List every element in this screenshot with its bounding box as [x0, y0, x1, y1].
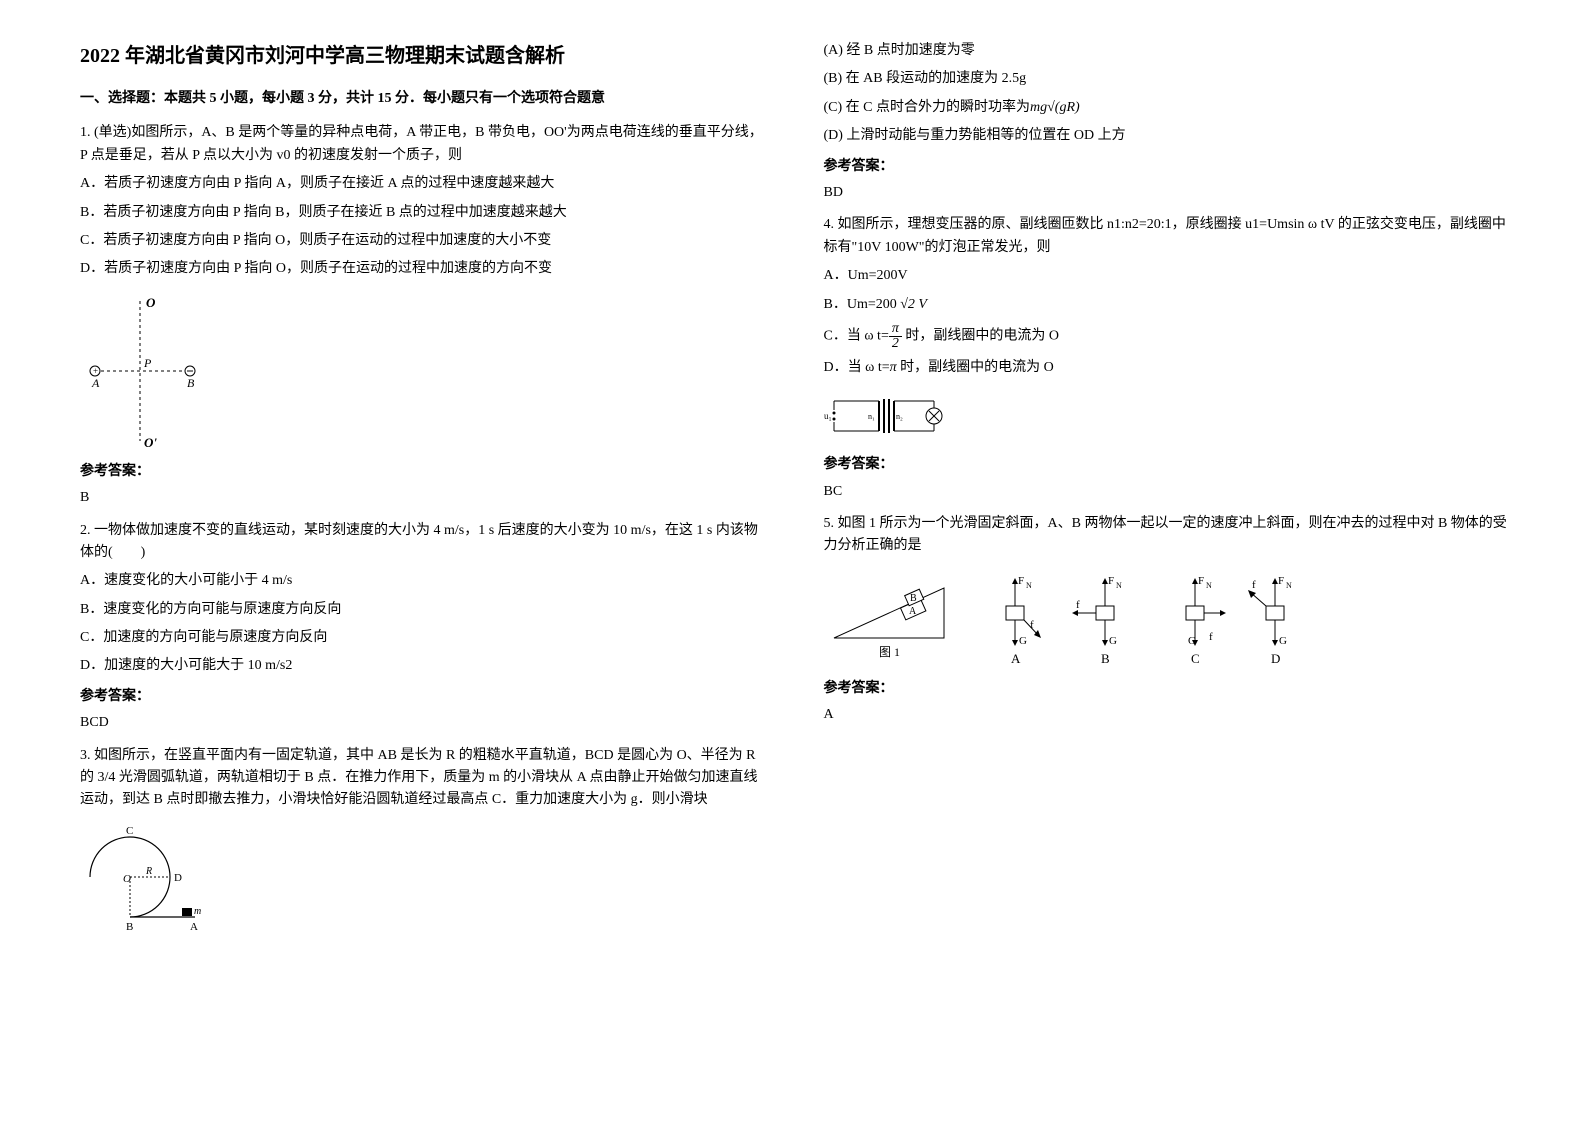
question-2: 2. 一物体做加速度不变的直线运动，某时刻速度的大小为 4 m/s，1 s 后速… [80, 520, 764, 735]
question-4: 4. 如图所示，理想变压器的原、副线圈匝数比 n1:n2=20:1，原线圈接 u… [824, 214, 1508, 503]
q4-answer-label: 参考答案： [824, 454, 1508, 476]
svg-text:B: B [1101, 651, 1110, 666]
page-title: 2022 年湖北省黄冈市刘河中学高三物理期末试题含解析 [80, 40, 764, 72]
svg-text:F: F [1278, 575, 1284, 587]
svg-text:N: N [1026, 581, 1032, 590]
q3-opt-d: (D) 上滑时动能与重力势能相等的位置在 OD 上方 [824, 125, 1508, 147]
svg-text:F: F [1108, 575, 1114, 587]
svg-text:A: A [91, 376, 100, 390]
q4-opt-c-prefix: C．当 ω t= [824, 329, 889, 344]
q1-opt-a: A．若质子初速度方向由 P 指向 A，则质子在接近 A 点的过程中速度越来越大 [80, 173, 764, 195]
svg-text:D: D [1271, 651, 1280, 666]
q5-answer-label: 参考答案： [824, 678, 1508, 700]
svg-text:n₂: n₂ [896, 412, 903, 421]
svg-text:G: G [1279, 635, 1287, 647]
svg-text:A: A [1011, 651, 1021, 666]
q1-diagram: + A B P O O' [80, 291, 764, 451]
svg-text:P: P [143, 356, 152, 370]
svg-text:G: G [1188, 635, 1196, 647]
svg-text:F: F [1198, 575, 1204, 587]
q3-diagram: C O R D B A m [80, 822, 764, 942]
q3-opt-a: (A) 经 B 点时加速度为零 [824, 40, 1508, 62]
q2-opt-a: A．速度变化的大小可能小于 4 m/s [80, 570, 764, 592]
q2-stem: 2. 一物体做加速度不变的直线运动，某时刻速度的大小为 4 m/s，1 s 后速… [80, 520, 764, 565]
q3-options: (A) 经 B 点时加速度为零 (B) 在 AB 段运动的加速度为 2.5g (… [824, 40, 1508, 204]
q2-answer: BCD [80, 712, 764, 734]
svg-text:C: C [126, 825, 133, 837]
q1-stem: 1. (单选)如图所示，A、B 是两个等量的异种点电荷，A 带正电，B 带负电，… [80, 122, 764, 167]
q3-answer-label: 参考答案： [824, 156, 1508, 178]
q3-answer: BD [824, 182, 1508, 204]
q4-answer: BC [824, 481, 1508, 503]
svg-text:N: N [1286, 581, 1292, 590]
svg-text:B: B [126, 921, 133, 933]
svg-text:n₁: n₁ [868, 412, 875, 421]
svg-text:G: G [1109, 635, 1117, 647]
svg-text:F: F [1018, 575, 1024, 587]
q1-answer-label: 参考答案： [80, 461, 764, 483]
question-3: 3. 如图所示，在竖直平面内有一固定轨道，其中 AB 是长为 R 的粗糙水平直轨… [80, 745, 764, 812]
q4-opt-b-formula: √2 V [900, 297, 927, 312]
q5-stem: 5. 如图 1 所示为一个光滑固定斜面，A、B 两物体一起以一定的速度冲上斜面，… [824, 513, 1508, 558]
q1-opt-d: D．若质子初速度方向由 P 指向 O，则质子在运动的过程中加速度的方向不变 [80, 258, 764, 280]
svg-text:f: f [1076, 599, 1080, 611]
q1-opt-c: C．若质子初速度方向由 P 指向 O，则质子在运动的过程中加速度的大小不变 [80, 230, 764, 252]
q4-opt-c: C．当 ω t=π2 时，副线圈中的电流为 O [824, 322, 1508, 351]
q4-opt-c-suffix: 时，副线圈中的电流为 O [902, 329, 1059, 344]
q4-diagram: u₁ n₁ n₂ [824, 389, 1508, 444]
q3-opt-b: (B) 在 AB 段运动的加速度为 2.5g [824, 68, 1508, 90]
q3-opt-c-formula: mg√(gR) [1030, 100, 1080, 115]
q3-opt-c-prefix: (C) 在 C 点时合外力的瞬时功率为 [824, 100, 1031, 115]
svg-text:A: A [909, 606, 917, 617]
q2-opt-c: C．加速度的方向可能与原速度方向反向 [80, 627, 764, 649]
q4-stem: 4. 如图所示，理想变压器的原、副线圈匝数比 n1:n2=20:1，原线圈接 u… [824, 214, 1508, 259]
q1-answer: B [80, 487, 764, 509]
svg-text:B: B [910, 593, 917, 604]
svg-text:+: + [93, 366, 98, 376]
svg-text:R: R [145, 866, 152, 877]
section-header: 一、选择题：本题共 5 小题，每小题 3 分，共计 15 分．每小题只有一个选项… [80, 88, 764, 110]
svg-text:O: O [123, 873, 131, 885]
q4-opt-d-formula: π [890, 360, 897, 375]
q4-opt-d: D．当 ω t=π 时，副线圈中的电流为 O [824, 357, 1508, 379]
q2-opt-d: D．加速度的大小可能大于 10 m/s2 [80, 655, 764, 677]
q3-opt-c: (C) 在 C 点时合外力的瞬时功率为mg√(gR) [824, 97, 1508, 119]
svg-text:u₁: u₁ [824, 411, 832, 421]
svg-text:G: G [1019, 635, 1027, 647]
svg-text:f: f [1209, 631, 1213, 643]
svg-text:N: N [1206, 581, 1212, 590]
q5-answer: A [824, 704, 1508, 726]
q3-stem: 3. 如图所示，在竖直平面内有一固定轨道，其中 AB 是长为 R 的粗糙水平直轨… [80, 745, 764, 812]
q2-answer-label: 参考答案： [80, 686, 764, 708]
q4-opt-c-formula: π2 [889, 322, 902, 351]
svg-text:C: C [1191, 651, 1200, 666]
svg-text:f: f [1030, 619, 1034, 631]
svg-text:m: m [194, 906, 201, 917]
q2-opt-b: B．速度变化的方向可能与原速度方向反向 [80, 599, 764, 621]
q5-diagram: B A 图 1 F N G f A [824, 568, 1508, 668]
svg-text:D: D [174, 872, 182, 884]
svg-text:O': O' [144, 435, 157, 450]
svg-text:N: N [1116, 581, 1122, 590]
question-1: 1. (单选)如图所示，A、B 是两个等量的异种点电荷，A 带正电，B 带负电，… [80, 122, 764, 509]
q4-opt-d-prefix: D．当 ω t= [824, 360, 890, 375]
q4-opt-d-suffix: 时，副线圈中的电流为 O [897, 360, 1054, 375]
svg-text:f: f [1252, 579, 1256, 591]
q4-opt-b: B．Um=200 √2 V [824, 294, 1508, 316]
svg-text:O: O [146, 295, 156, 310]
question-5: 5. 如图 1 所示为一个光滑固定斜面，A、B 两物体一起以一定的速度冲上斜面，… [824, 513, 1508, 727]
q4-opt-b-prefix: B．Um=200 [824, 297, 897, 312]
svg-text:B: B [187, 376, 195, 390]
svg-text:图 1: 图 1 [879, 645, 900, 659]
svg-text:A: A [190, 921, 198, 933]
q4-opt-a: A．Um=200V [824, 265, 1508, 287]
q1-opt-b: B．若质子初速度方向由 P 指向 B，则质子在接近 B 点的过程中加速度越来越大 [80, 202, 764, 224]
